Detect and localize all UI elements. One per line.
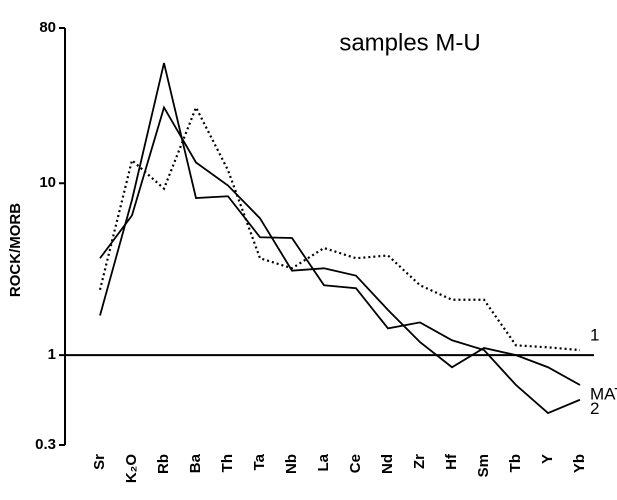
x-tick-label: Th [219,454,236,472]
x-tick-label: K₂O [123,454,140,483]
x-tick-label: Hf [443,453,460,470]
series-label: 1 [590,326,599,345]
y-tick-label: 1 [48,346,56,363]
x-tick-label: Sm [475,454,492,477]
series-line [99,105,581,386]
x-tick-label: Nb [283,454,300,474]
y-tick-label: 10 [39,174,56,191]
x-tick-label: La [315,453,332,471]
x-tick-label: Ba [187,453,204,473]
series-line [98,104,581,352]
series-label: 2 [590,399,599,418]
x-tick-label: Zr [411,454,428,469]
x-tick-label: Y [539,454,556,464]
chart-title: samples M-U [339,29,480,56]
series-line [99,62,581,415]
x-tick-label: Ce [347,454,364,473]
series-label: MAT [590,385,617,404]
x-tick-label: Tb [507,454,524,472]
y-tick-label: 0.3 [35,436,56,453]
y-axis-title: ROCK/MORB [7,203,24,297]
x-tick-label: Yb [571,454,588,473]
x-tick-label: Sr [91,454,108,470]
x-tick-label: Ta [251,453,268,470]
y-tick-label: 80 [39,19,56,36]
x-tick-label: Nd [379,454,396,474]
x-tick-label: Rb [155,454,172,474]
